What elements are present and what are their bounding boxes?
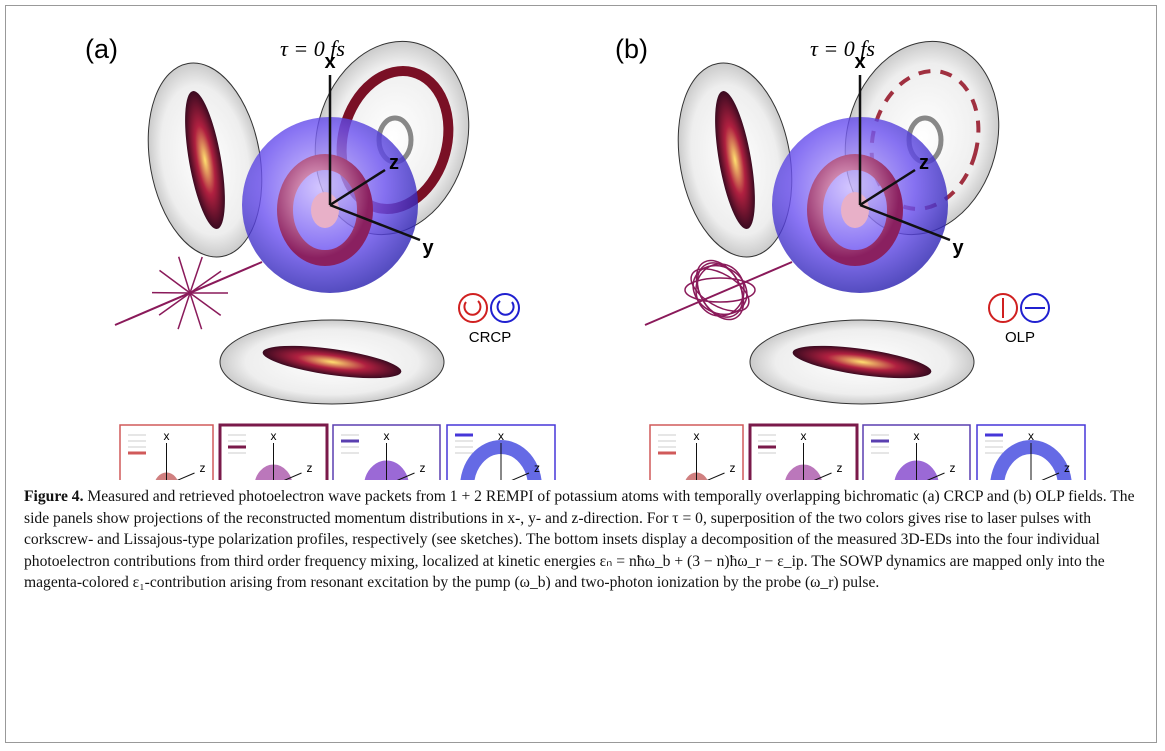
- inset-axis-label: x: [164, 429, 170, 443]
- caption-label: Figure 4.: [24, 488, 83, 505]
- wavepacket-center: [841, 192, 869, 228]
- inset-axis-label: x: [384, 429, 390, 443]
- pol-red: [459, 294, 487, 322]
- axis-label: y: [952, 237, 964, 259]
- corkscrew: [159, 270, 190, 293]
- axis-label: x: [854, 51, 865, 73]
- corkscrew: [178, 293, 190, 329]
- panel: (a)τ = 0 fsxzyCRCPxzyε₀xzyε₁xzyε₂xzyε₃: [85, 24, 555, 480]
- inset-axis-label: z: [307, 461, 313, 475]
- figure: (a)τ = 0 fsxzyCRCPxzyε₀xzyε₁xzyε₂xzyε₃(b…: [0, 0, 1165, 480]
- wavepacket-center: [311, 192, 339, 228]
- inset-axis: [501, 473, 529, 480]
- axis-label: x: [324, 51, 335, 73]
- panel-label: (b): [615, 34, 648, 64]
- inset-axis-label: z: [534, 461, 540, 475]
- page: (a)τ = 0 fsxzyCRCPxzyε₀xzyε₁xzyε₂xzyε₃(b…: [0, 0, 1165, 751]
- inset-axis-label: z: [420, 461, 426, 475]
- pol-blue-arrow: [498, 301, 514, 315]
- inset-axis-label: z: [730, 461, 736, 475]
- corkscrew: [179, 257, 190, 293]
- axis-label: z: [919, 152, 929, 174]
- panel: (b)τ = 0 fsxzyOLPxzyε₀xzyε₁xzyε₂xzyε₃: [615, 24, 1085, 480]
- panel-label: (a): [85, 34, 118, 64]
- corkscrew: [190, 293, 221, 315]
- inset-axis-label: x: [694, 429, 700, 443]
- axis-label: y: [422, 237, 434, 259]
- pol-red-arrow: [464, 301, 480, 315]
- inset-axis-label: z: [200, 461, 206, 475]
- polarization-label: OLP: [1005, 329, 1035, 346]
- inset-axis-label: z: [1064, 461, 1070, 475]
- inset-axis-label: z: [950, 461, 956, 475]
- inset-axis-label: x: [914, 429, 920, 443]
- inset-axis-label: x: [498, 429, 504, 443]
- axis-label: z: [389, 152, 399, 174]
- polarization-label: CRCP: [469, 329, 512, 346]
- pol-blue: [491, 294, 519, 322]
- inset-axis-label: x: [271, 429, 277, 443]
- caption-text: Measured and retrieved photoelectron wav…: [24, 488, 1135, 591]
- caption: Figure 4. Measured and retrieved photoel…: [24, 486, 1139, 594]
- inset-axis-label: z: [837, 461, 843, 475]
- inset-axis-label: x: [801, 429, 807, 443]
- lissajous: [684, 260, 755, 320]
- corkscrew: [190, 293, 202, 329]
- inset-axis-label: x: [1028, 429, 1034, 443]
- inset-axis: [1031, 473, 1059, 480]
